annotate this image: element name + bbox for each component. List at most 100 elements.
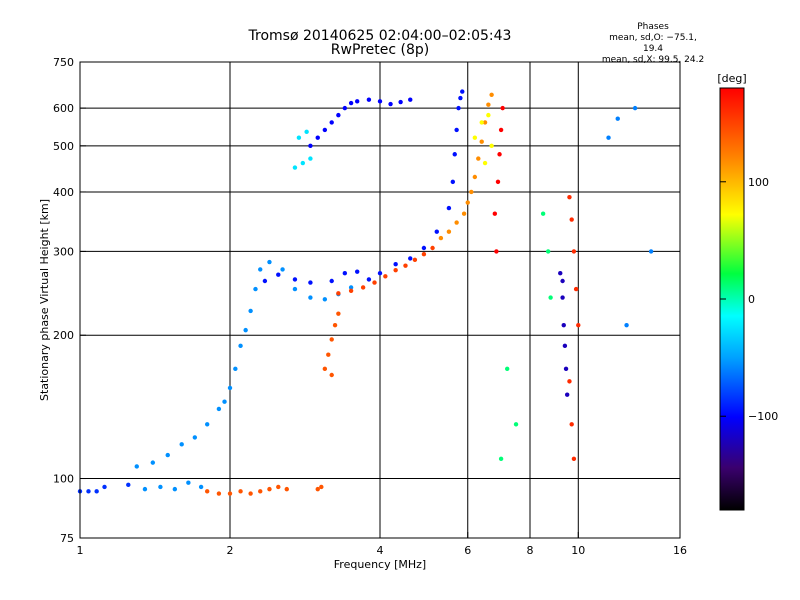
data-point bbox=[398, 99, 403, 105]
data-point bbox=[434, 229, 439, 234]
data-point bbox=[569, 422, 574, 427]
data-point bbox=[308, 280, 313, 285]
data-point bbox=[567, 379, 572, 384]
data-point bbox=[142, 486, 148, 492]
data-point bbox=[452, 152, 457, 157]
data-point bbox=[430, 245, 435, 251]
data-point bbox=[332, 322, 338, 328]
data-point bbox=[393, 267, 398, 273]
colorbar-tick-label: 0 bbox=[748, 293, 755, 306]
data-point bbox=[336, 311, 341, 316]
data-point bbox=[238, 343, 243, 349]
data-point bbox=[222, 399, 227, 404]
data-point bbox=[469, 189, 474, 195]
data-point bbox=[172, 486, 178, 492]
data-point bbox=[198, 484, 204, 490]
data-point bbox=[336, 291, 341, 296]
data-point bbox=[366, 97, 372, 102]
data-point bbox=[348, 288, 354, 293]
y-tick-label: 75 bbox=[60, 532, 74, 545]
data-point bbox=[134, 464, 139, 469]
data-point bbox=[489, 143, 494, 149]
chart-title-line1: Tromsø 20140625 02:04:00–02:05:43 bbox=[248, 28, 512, 44]
data-point bbox=[126, 482, 131, 488]
colorbar-ticks: 100 0 −100 bbox=[720, 176, 778, 423]
data-point bbox=[322, 127, 328, 133]
data-point bbox=[267, 259, 272, 265]
data-point bbox=[458, 95, 463, 101]
data-point bbox=[560, 295, 565, 300]
gridlines bbox=[80, 62, 680, 538]
data-point bbox=[329, 372, 334, 378]
data-point bbox=[354, 269, 360, 274]
data-point bbox=[497, 152, 502, 157]
data-point bbox=[393, 262, 398, 267]
data-point bbox=[562, 343, 568, 349]
data-point bbox=[561, 322, 566, 328]
data-point bbox=[454, 220, 459, 225]
data-point bbox=[498, 456, 504, 462]
data-point bbox=[564, 392, 570, 397]
data-point bbox=[421, 245, 427, 251]
data-point bbox=[486, 112, 491, 118]
data-point bbox=[186, 480, 191, 485]
data-point bbox=[322, 297, 328, 302]
data-point bbox=[329, 120, 334, 125]
data-point bbox=[319, 484, 324, 490]
data-point bbox=[179, 442, 184, 447]
data-point bbox=[238, 489, 243, 494]
data-point bbox=[165, 452, 170, 458]
y-tick-label: 500 bbox=[53, 140, 74, 153]
data-point bbox=[296, 135, 302, 140]
data-point bbox=[192, 435, 198, 440]
data-point bbox=[403, 263, 408, 268]
y-tick-label: 600 bbox=[53, 102, 74, 115]
x-tick-label: 8 bbox=[527, 544, 534, 557]
data-point bbox=[227, 385, 233, 391]
data-point bbox=[489, 92, 494, 97]
data-point bbox=[573, 286, 579, 292]
data-point bbox=[329, 337, 334, 342]
data-point bbox=[262, 278, 268, 284]
data-point bbox=[632, 105, 638, 111]
data-point bbox=[479, 139, 484, 144]
data-point bbox=[342, 271, 348, 276]
data-point bbox=[472, 174, 478, 180]
data-point bbox=[216, 491, 222, 496]
data-point bbox=[569, 217, 574, 222]
x-tick-label: 4 bbox=[377, 544, 384, 557]
data-point bbox=[253, 286, 258, 292]
phase-stats: Phases mean, sd,O: −75.1, 19.4 mean, sd,… bbox=[598, 22, 708, 66]
data-point bbox=[216, 406, 222, 412]
data-point bbox=[102, 484, 107, 490]
data-point bbox=[248, 491, 253, 496]
data-points bbox=[77, 89, 654, 496]
data-point bbox=[576, 322, 581, 328]
data-point bbox=[624, 322, 629, 328]
stats-line-o: mean, sd,O: −75.1, 19.4 bbox=[609, 33, 697, 54]
data-point bbox=[308, 156, 313, 161]
data-point bbox=[94, 489, 99, 494]
data-point bbox=[545, 249, 551, 254]
data-point bbox=[388, 101, 393, 107]
data-point bbox=[571, 249, 577, 254]
data-point bbox=[476, 156, 481, 161]
data-point bbox=[336, 112, 341, 118]
data-point bbox=[354, 99, 360, 104]
data-point bbox=[366, 277, 372, 282]
y-axis-label: Stationary phase Virtual Height [km] bbox=[38, 199, 51, 401]
data-point bbox=[315, 486, 320, 492]
data-point bbox=[227, 491, 233, 496]
data-point bbox=[454, 127, 459, 133]
data-point bbox=[304, 129, 309, 135]
data-point bbox=[315, 135, 320, 140]
data-point bbox=[446, 229, 452, 234]
data-point bbox=[567, 194, 572, 200]
data-point bbox=[408, 256, 413, 261]
data-point bbox=[204, 422, 210, 427]
data-point bbox=[500, 105, 505, 111]
data-point bbox=[292, 277, 298, 282]
data-point bbox=[326, 352, 331, 357]
data-point bbox=[606, 135, 611, 140]
